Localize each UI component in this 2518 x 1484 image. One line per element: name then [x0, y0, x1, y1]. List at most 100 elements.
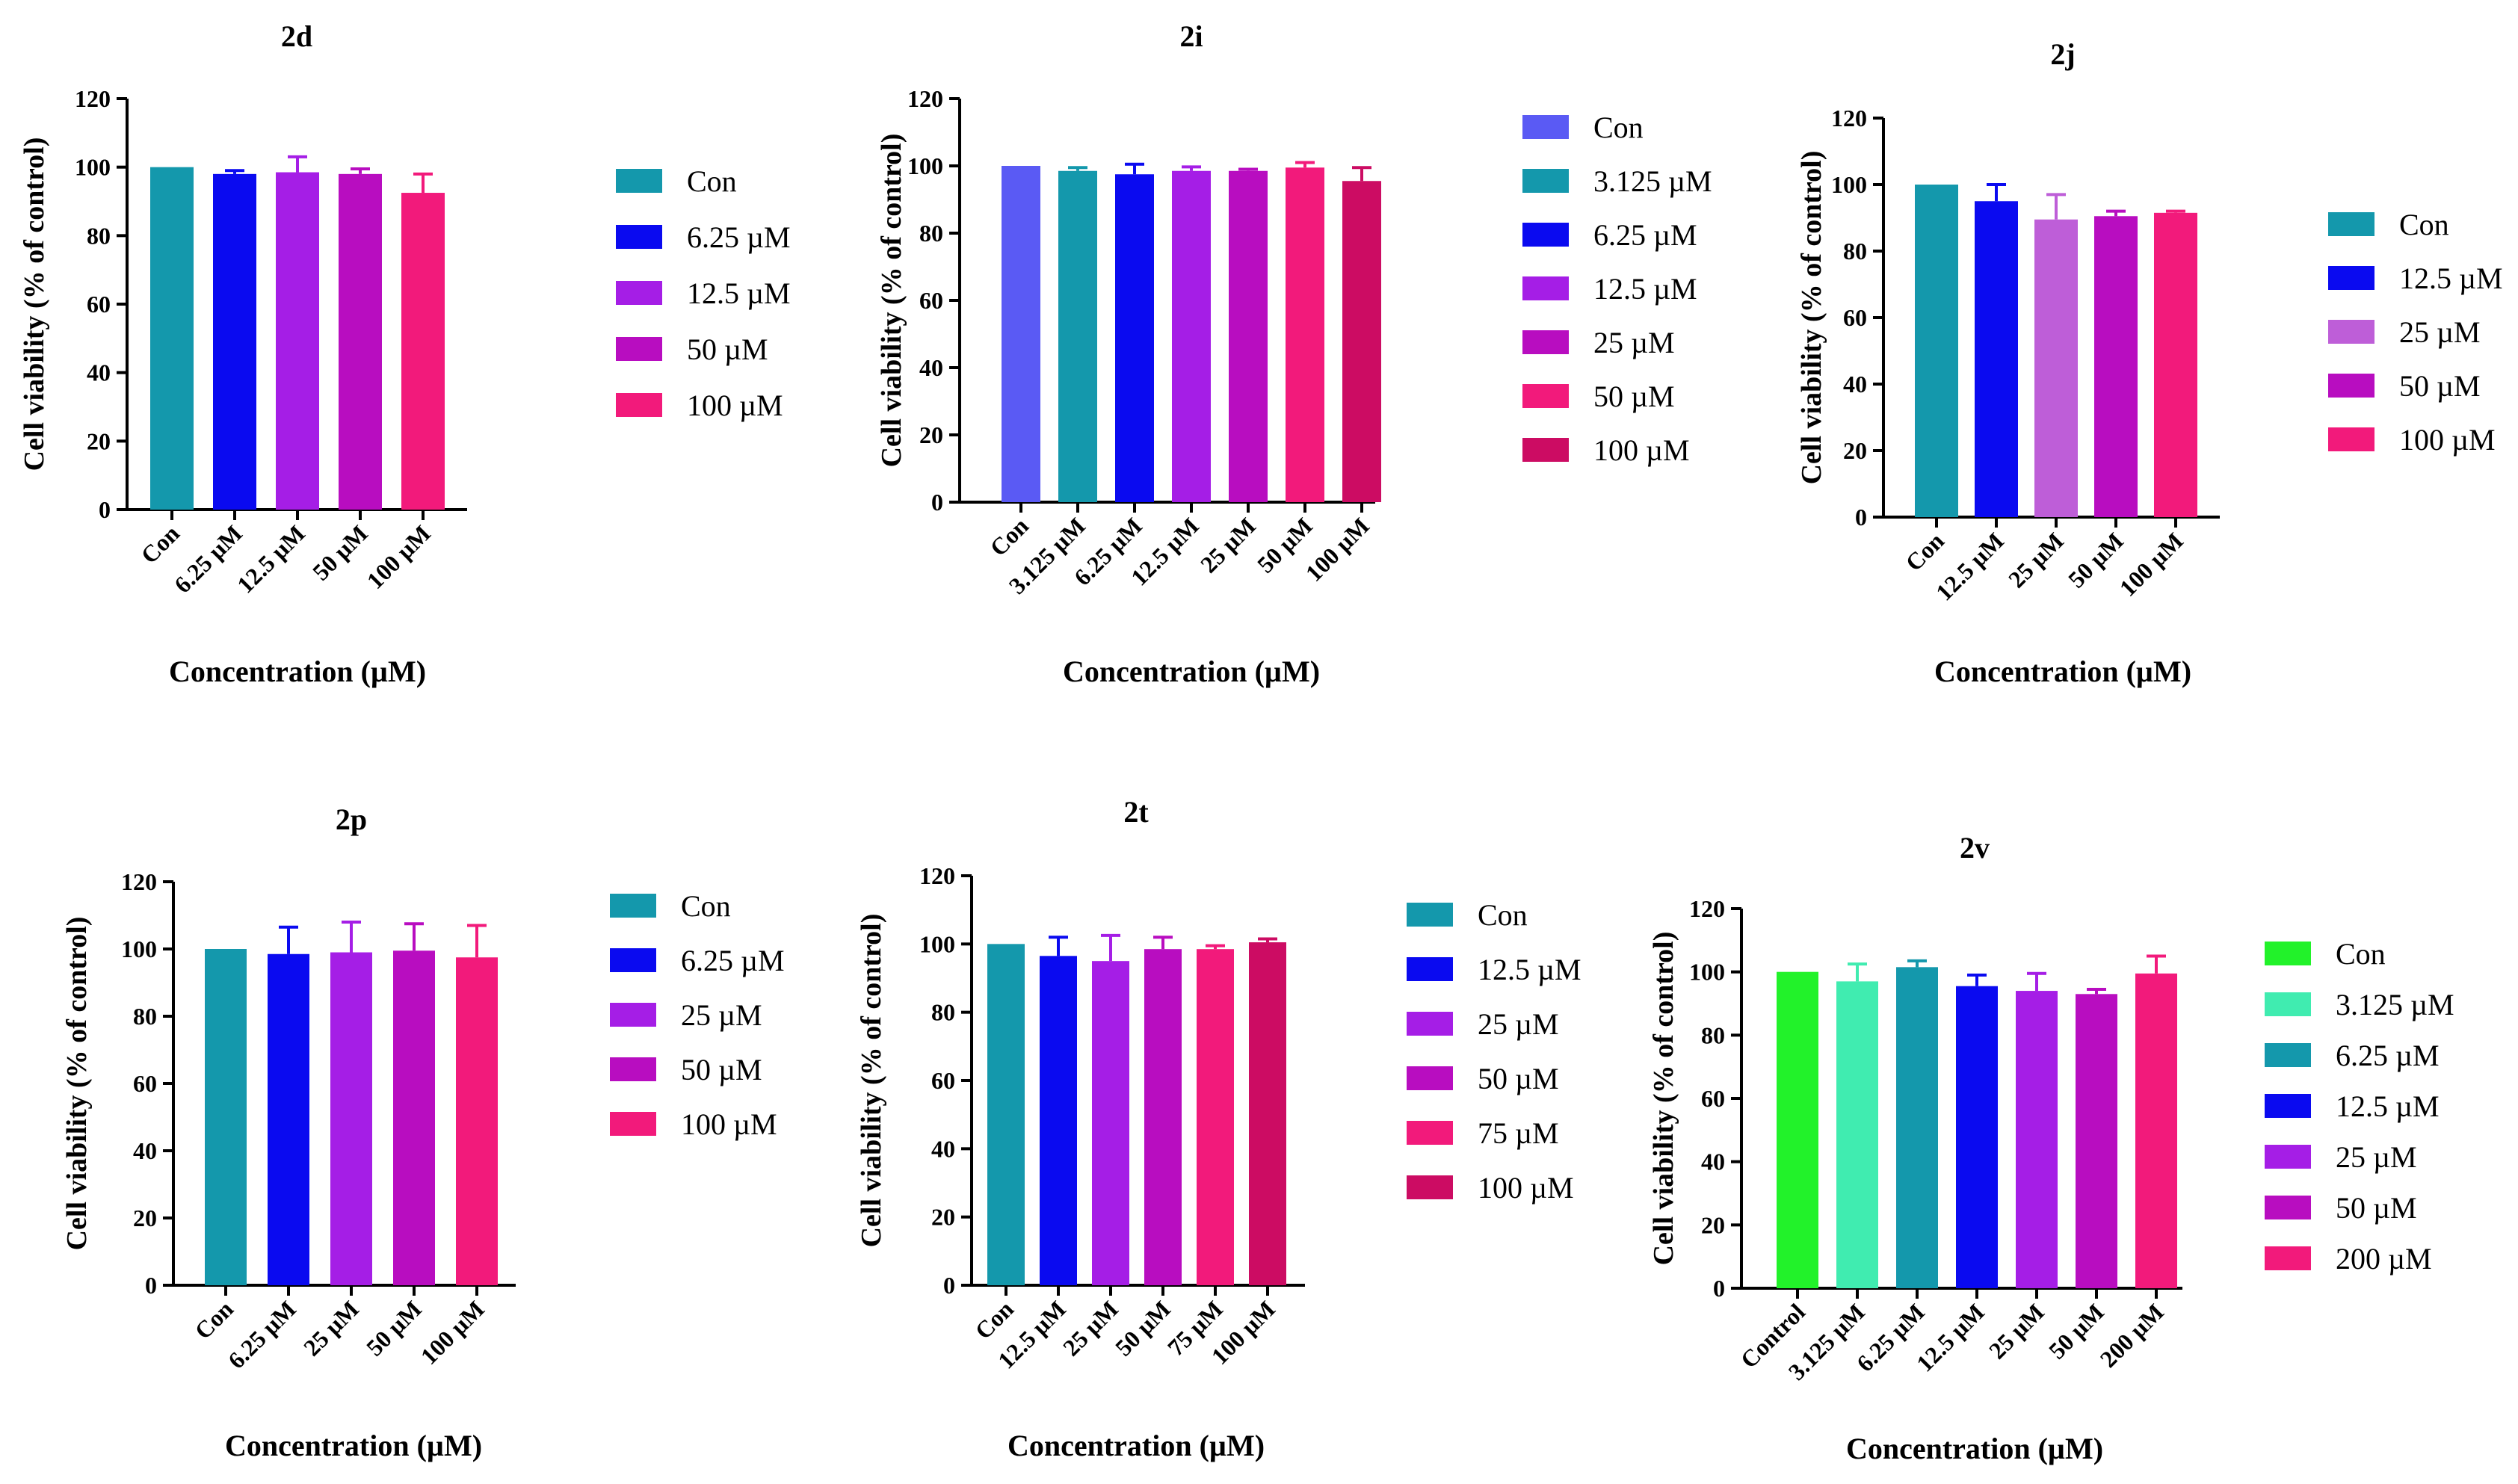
y-tick-label: 0 — [943, 1272, 955, 1299]
legend-label: 12.5 µM — [687, 276, 791, 310]
x-tick-label: Con — [1900, 527, 1949, 576]
y-tick-label: 20 — [133, 1205, 157, 1231]
legend-swatch — [1522, 169, 1569, 193]
y-tick-label: 80 — [87, 222, 111, 249]
x-axis-label: Concentration (µM) — [1846, 1432, 2103, 1465]
y-tick-label: 0 — [931, 489, 943, 516]
y-tick-label: 20 — [931, 1204, 955, 1231]
y-tick-label: 80 — [919, 220, 943, 247]
legend-label: 25 µM — [1593, 326, 1675, 359]
chart-title: 2j — [2050, 37, 2075, 71]
bar — [1040, 956, 1077, 1285]
y-tick-label: 120 — [1831, 105, 1867, 132]
x-tick-label: 6.25 µM — [223, 1295, 301, 1373]
bar — [2094, 216, 2138, 517]
y-tick-label: 100 — [121, 936, 157, 962]
legend-label: 6.25 µM — [2336, 1039, 2440, 1072]
x-axis-label: Concentration (µM) — [1063, 655, 1320, 688]
legend-label: 100 µM — [1593, 433, 1690, 467]
legend-swatch — [2328, 266, 2374, 290]
legend-label: 50 µM — [1478, 1062, 1559, 1095]
bar — [1249, 942, 1286, 1285]
y-tick-label: 100 — [907, 152, 943, 179]
bar — [1777, 971, 1818, 1288]
legend-label: Con — [2336, 937, 2386, 971]
legend-label: 200 µM — [2336, 1242, 2432, 1276]
y-axis-label: Cell viability (% of control) — [1648, 932, 1679, 1266]
x-tick-label: 200 µM — [2095, 1298, 2169, 1372]
legend-swatch — [616, 225, 662, 249]
legend-swatch — [1407, 1012, 1453, 1036]
x-tick-label: Con — [135, 519, 185, 569]
legend-swatch — [2265, 942, 2311, 965]
bar — [393, 950, 435, 1285]
bar — [1058, 170, 1097, 502]
legend-label: Con — [681, 889, 731, 923]
legend-label: 6.25 µM — [681, 944, 785, 977]
x-tick-label: 25 µM — [1984, 1298, 2049, 1364]
y-tick-label: 40 — [919, 354, 943, 381]
legend-swatch — [610, 894, 656, 918]
x-tick-label: 50 µM — [1110, 1295, 1176, 1361]
y-tick-label: 0 — [145, 1272, 157, 1299]
legend-label: 50 µM — [681, 1053, 762, 1086]
legend-swatch — [1522, 276, 1569, 300]
y-tick-label: 60 — [133, 1070, 157, 1097]
chart-panel-2t: 2t 0 20 40 60 80 100 120 Cell viability (% of co… — [856, 795, 1582, 1462]
y-tick-label: 80 — [931, 999, 955, 1026]
chart-title: 2p — [336, 803, 367, 836]
y-tick-label: 20 — [1701, 1211, 1725, 1238]
legend-swatch — [610, 1057, 656, 1081]
bar — [2154, 212, 2197, 517]
legend-label: 12.5 µM — [2399, 262, 2503, 295]
legend-swatch — [1407, 1175, 1453, 1199]
y-tick-label: 80 — [133, 1003, 157, 1030]
bar — [2135, 973, 2177, 1288]
legend-label: 100 µM — [2399, 423, 2496, 457]
legend-label: 75 µM — [1478, 1116, 1559, 1150]
chart-panel-2v: 2v 0 20 40 60 80 100 120 Cell viability (% of co… — [1648, 831, 2454, 1465]
bar — [1956, 986, 1998, 1288]
y-tick-label: 80 — [1843, 238, 1867, 265]
y-tick-label: 60 — [1843, 304, 1867, 331]
legend-swatch — [2265, 1196, 2311, 1219]
y-tick-label: 20 — [87, 427, 111, 454]
bar — [1229, 170, 1268, 502]
y-tick-label: 40 — [931, 1135, 955, 1162]
legend-label: 25 µM — [1478, 1007, 1559, 1041]
bar — [339, 173, 382, 510]
chart-title: 2i — [1179, 19, 1203, 53]
legend-label: Con — [1593, 111, 1644, 144]
x-tick-label: Con — [189, 1295, 238, 1344]
bar — [1836, 981, 1878, 1288]
x-tick-label: 100 µM — [416, 1295, 490, 1369]
y-tick-label: 40 — [1843, 371, 1867, 398]
x-tick-label: 100 µM — [362, 519, 436, 593]
legend-swatch — [1407, 957, 1453, 981]
x-axis-label: Concentration (µM) — [169, 655, 426, 688]
x-tick-label: Con — [984, 512, 1034, 561]
legend-label: 100 µM — [681, 1107, 777, 1141]
y-axis-label: Cell viability (% of control) — [61, 917, 93, 1251]
legend-label: 3.125 µM — [2336, 988, 2454, 1021]
legend-swatch — [610, 1112, 656, 1136]
x-tick-label: 100 µM — [2114, 527, 2188, 601]
chart-panel-2p: 2p 0 20 40 60 80 100 120 Cell viability (% of co… — [61, 803, 785, 1462]
chart-title: 2t — [1123, 795, 1149, 829]
x-tick-label: 100 µM — [1300, 512, 1374, 586]
x-axis-label: Concentration (µM) — [1934, 655, 2191, 688]
y-tick-label: 120 — [1689, 895, 1725, 922]
bar — [2076, 994, 2117, 1288]
legend-label: 50 µM — [2399, 369, 2481, 403]
legend-label: 50 µM — [687, 333, 768, 366]
bar — [987, 944, 1025, 1285]
legend-label: 12.5 µM — [2336, 1089, 2440, 1123]
legend-swatch — [616, 337, 662, 361]
legend-swatch — [2265, 1145, 2311, 1169]
legend-swatch — [1522, 115, 1569, 139]
y-tick-label: 120 — [907, 85, 943, 112]
x-axis-label: Concentration (µM) — [1007, 1429, 1265, 1462]
